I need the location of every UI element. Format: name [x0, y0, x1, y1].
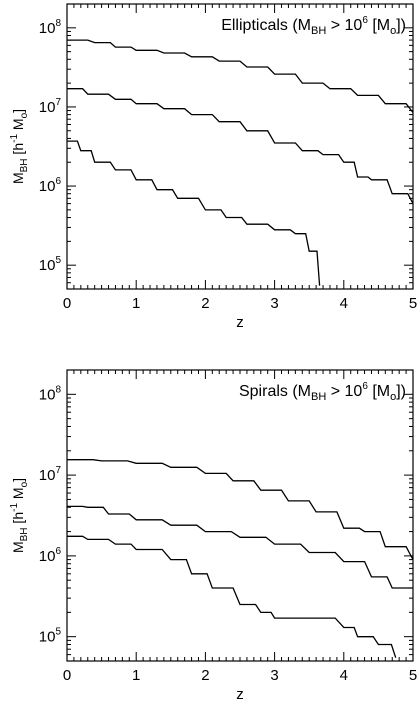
y-axis-label: MBH [h-1 Mo] — [9, 109, 30, 184]
x-tick-label: 3 — [270, 295, 278, 312]
x-tick-label: 4 — [340, 295, 348, 312]
y-tick-label: 106 — [39, 546, 62, 565]
x-tick-label: 5 — [409, 667, 417, 684]
y-tick-label: 106 — [39, 176, 62, 195]
x-tick-label: 2 — [201, 295, 209, 312]
x-tick-label: 5 — [409, 295, 417, 312]
y-tick-label: 105 — [39, 627, 62, 646]
series-line-1 — [67, 459, 413, 560]
series-line-1 — [67, 39, 413, 113]
series-line-3 — [67, 535, 397, 658]
y-tick-label: 107 — [39, 465, 62, 484]
x-tick-label: 1 — [132, 295, 140, 312]
x-tick-label: 1 — [132, 667, 140, 684]
panel-annotation: Spirals (MBH > 106 [Mo]) — [239, 381, 406, 403]
panel-annotation: Ellipticals (MBH > 106 [Mo]) — [221, 15, 406, 37]
y-axis-label: MBH [h-1 Mo] — [9, 478, 30, 553]
y-tick-label: 107 — [39, 97, 62, 116]
plot-frame — [66, 369, 414, 662]
x-tick-label: 2 — [201, 667, 209, 684]
x-tick-label: 0 — [63, 667, 71, 684]
x-tick-label: 0 — [63, 295, 71, 312]
x-axis-label: z — [236, 314, 244, 331]
series-line-2 — [67, 88, 413, 204]
y-tick-label: 105 — [39, 255, 62, 274]
x-tick-label: 4 — [340, 667, 348, 684]
chart-panel-1: 0 1 2 3 4 5 105 106 107 108 MBH [h-1 Mo] z Elliptica… — [9, 3, 417, 331]
x-axis-label: z — [236, 686, 244, 703]
x-tick-label: 3 — [270, 667, 278, 684]
y-tick-label: 108 — [39, 18, 62, 37]
y-tick-label: 108 — [39, 384, 62, 403]
series-line-3 — [67, 140, 321, 286]
chart-panel-2: 0 1 2 3 4 5 105 106 107 108 MBH [h-1 Mo] z Spirals (… — [9, 369, 417, 703]
series-line-2 — [67, 505, 413, 589]
